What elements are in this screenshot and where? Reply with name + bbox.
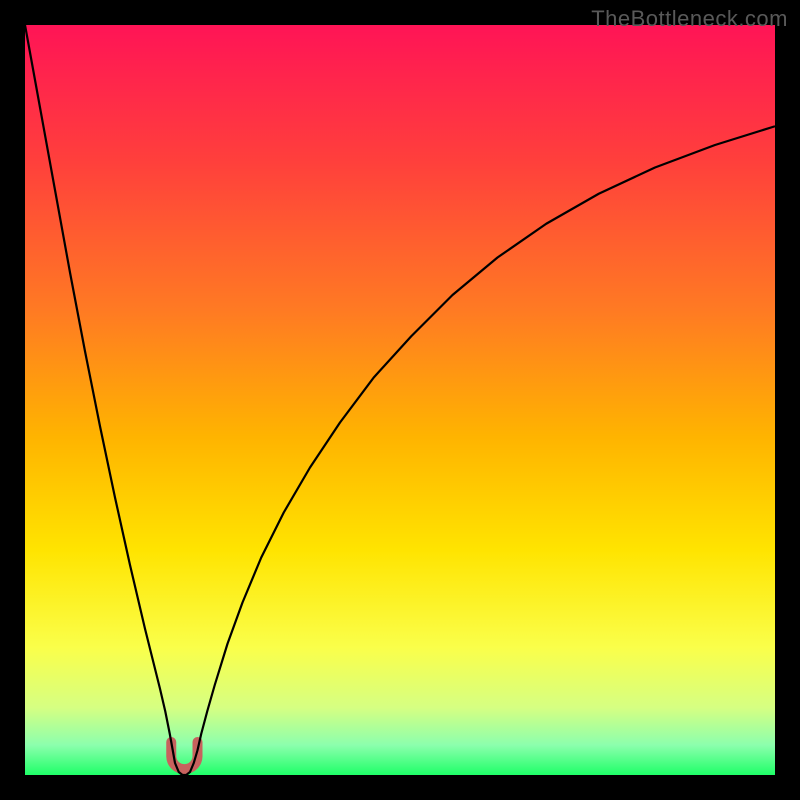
bottleneck-curve (25, 25, 775, 775)
curve-overlay (0, 0, 800, 800)
source-watermark: TheBottleneck.com (591, 6, 788, 32)
chart-stage: TheBottleneck.com (0, 0, 800, 800)
